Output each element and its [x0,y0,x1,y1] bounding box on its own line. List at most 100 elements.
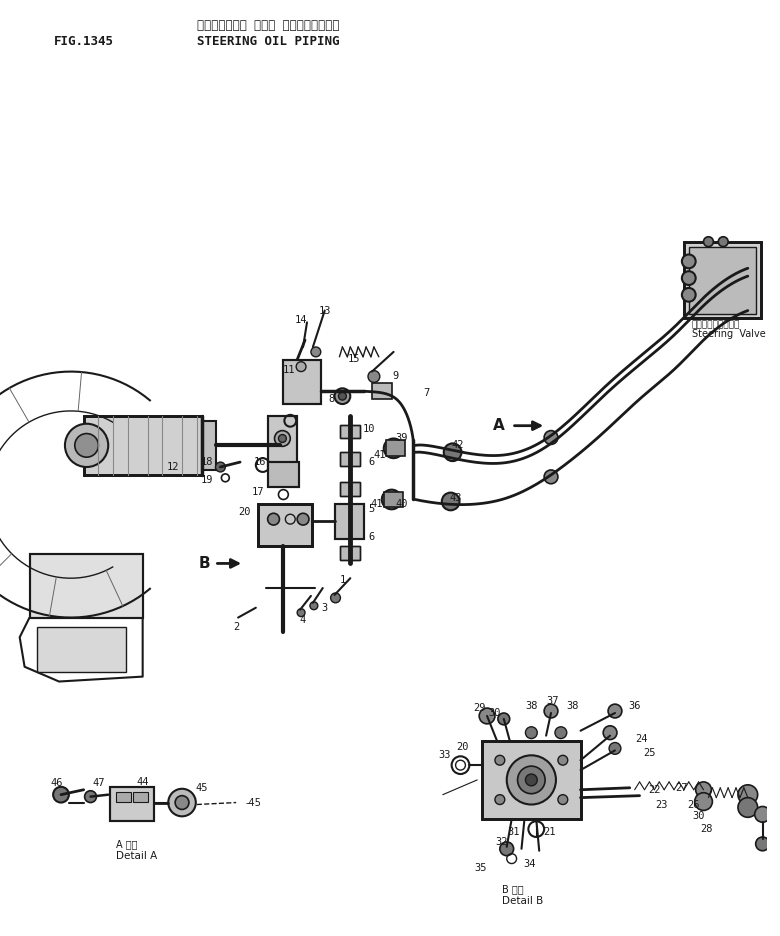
Text: 35: 35 [474,864,487,873]
Circle shape [215,462,225,472]
Text: ステアリングバルブ: ステアリングバルブ [692,320,740,329]
Text: 5: 5 [369,505,375,514]
Text: ステアリング゚ オイル パイピング゚: ステアリング゚ オイル パイピング゚ [197,19,339,32]
Circle shape [518,767,545,794]
Text: 41: 41 [370,500,383,509]
Circle shape [75,433,98,457]
Circle shape [738,784,757,805]
Text: 17: 17 [251,487,264,497]
Text: 45: 45 [196,782,208,793]
Text: 6: 6 [369,532,375,542]
Text: 8: 8 [328,394,335,404]
Bar [372,384,392,399]
Circle shape [526,726,537,739]
Circle shape [558,755,568,765]
Text: 26: 26 [687,799,700,810]
Text: 22: 22 [648,784,661,795]
Text: 2: 2 [233,622,239,633]
Bar [384,491,403,507]
Circle shape [65,424,108,467]
Circle shape [441,492,459,510]
Bar [482,740,580,819]
Bar [684,241,760,318]
Circle shape [296,361,306,372]
Circle shape [682,271,696,285]
Bar [335,505,364,539]
Circle shape [335,388,350,404]
Text: 32: 32 [495,837,508,847]
Text: 6: 6 [369,457,375,467]
Text: 30: 30 [489,708,502,718]
Text: A: A [493,418,505,433]
Circle shape [444,444,462,461]
Text: 10: 10 [363,424,375,433]
Text: 7: 7 [423,388,429,398]
Text: 34: 34 [523,858,536,869]
Text: 1: 1 [339,575,346,585]
Bar [268,416,297,470]
Bar [340,482,360,495]
Text: 14: 14 [295,315,307,326]
Text: 41: 41 [374,450,386,461]
Circle shape [388,444,399,453]
Bar [482,740,580,819]
Circle shape [704,237,714,246]
Circle shape [278,434,286,443]
Bar [283,359,321,404]
Bar [268,462,299,487]
Text: 12: 12 [167,462,179,472]
Text: 11: 11 [283,365,296,374]
Bar [340,452,360,466]
Circle shape [682,288,696,301]
Circle shape [275,431,290,446]
Bar [268,416,297,470]
Text: Steering  Valve: Steering Valve [692,329,765,339]
Bar [133,792,147,801]
Text: 47: 47 [92,778,105,788]
Circle shape [755,807,771,822]
Circle shape [544,470,558,484]
Text: 43: 43 [449,492,462,503]
Text: -45: -45 [246,797,262,808]
Bar [340,521,360,534]
Text: 37: 37 [547,696,559,706]
Text: 28: 28 [700,824,713,834]
Text: 46: 46 [51,778,63,788]
Bar [30,553,143,618]
Circle shape [738,797,757,817]
Text: 38: 38 [566,701,579,711]
Circle shape [297,513,309,525]
Text: 31: 31 [507,827,520,837]
Text: 33: 33 [438,751,451,760]
Circle shape [479,709,495,724]
Text: 19: 19 [200,475,213,485]
Text: Detail B: Detail B [502,896,543,906]
Circle shape [498,713,509,724]
Bar [268,462,299,487]
Text: Detail A: Detail A [116,851,158,861]
Circle shape [544,431,558,445]
Text: 30: 30 [693,812,705,821]
Text: 25: 25 [644,749,656,758]
Bar [340,546,360,560]
Circle shape [695,793,712,811]
Circle shape [500,841,513,856]
Bar [110,787,154,821]
Circle shape [495,755,505,765]
Circle shape [608,704,622,718]
Circle shape [603,725,617,739]
Bar [30,553,143,618]
Circle shape [310,602,317,609]
Bar [116,792,131,801]
Bar [258,505,312,546]
Bar [340,452,360,466]
Text: 40: 40 [395,500,408,509]
Bar [283,359,321,404]
Text: 27: 27 [675,782,688,793]
Bar [684,241,760,318]
Text: 23: 23 [655,799,668,810]
Text: 42: 42 [452,440,464,450]
Text: 15: 15 [348,354,360,364]
Circle shape [387,494,396,505]
Circle shape [331,593,340,603]
